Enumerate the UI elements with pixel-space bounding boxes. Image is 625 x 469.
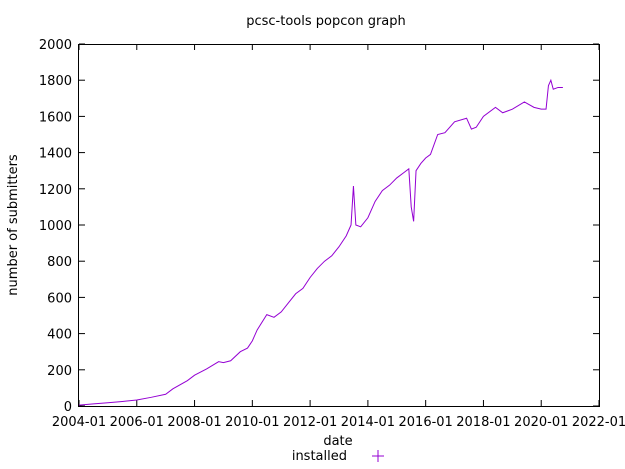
y-tick-label: 200 [47,364,72,379]
y-tick-label: 1000 [39,219,72,234]
x-tick-label: 2006-01 [110,415,164,430]
y-tick-label: 800 [47,255,72,270]
x-axis: 2004-01 2006-01 2008-01 2010-01 2012-01 2014-… [52,44,625,430]
y-tick-label: 1800 [39,74,72,89]
y-tick-label: 1400 [39,147,72,162]
x-tick-label: 2012-01 [283,415,337,430]
x-tick-label: 2004-01 [52,415,106,430]
x-tick-label: 2016-01 [399,415,453,430]
y-axis-label: number of submitters [6,154,21,296]
x-tick-label: 2022-01 [572,415,625,430]
legend: installed [292,449,384,464]
y-tick-label: 0 [64,400,72,415]
legend-marker-installed [372,450,384,462]
y-tick-label: 2000 [39,38,72,53]
y-tick-label: 1600 [39,110,72,125]
x-tick-label: 2014-01 [341,415,395,430]
y-tick-label: 600 [47,291,72,306]
x-tick-label: 2008-01 [167,415,221,430]
y-axis: 0 200 400 600 800 1000 1200 1400 1600 1800 2000 [39,38,599,415]
legend-label-installed: installed [292,449,347,464]
y-tick-label: 1200 [39,183,72,198]
chart-title: pcsc-tools popcon graph [246,14,406,29]
x-tick-label: 2020-01 [514,415,568,430]
x-tick-label: 2018-01 [456,415,510,430]
plot-frame [78,44,600,407]
x-tick-label: 2010-01 [225,415,279,430]
x-axis-label: date [323,434,352,449]
series-line-installed [78,78,563,406]
y-tick-label: 400 [47,328,72,343]
